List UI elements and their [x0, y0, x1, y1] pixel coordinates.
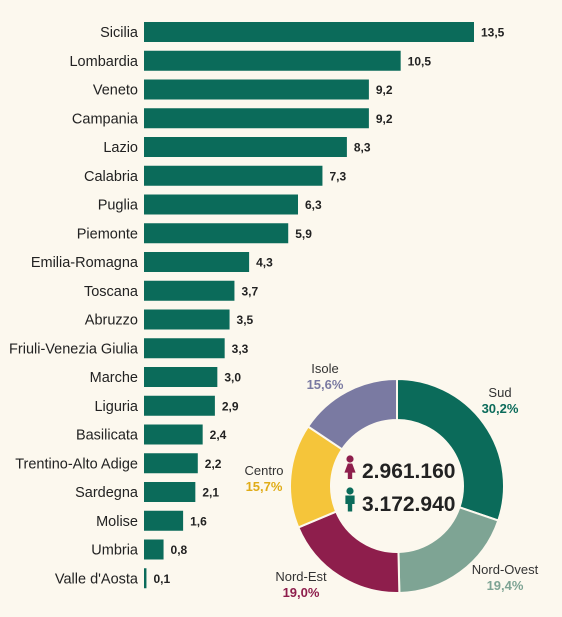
bar: [144, 252, 250, 272]
value-label: 7,3: [329, 169, 346, 183]
bar: [144, 79, 369, 100]
donut-center: 2.961.160 3.172.940: [344, 455, 455, 516]
slice-pct-label: 30,2%: [482, 401, 519, 416]
bar: [144, 194, 298, 215]
bar-chart: Sicilia 13,5 Lombardia 10,5 Veneto 9,2 Campani…: [9, 22, 505, 589]
slice-name-label: Nord-Ovest: [472, 562, 539, 577]
category-label: Sardegna: [75, 485, 139, 501]
category-label: Umbria: [91, 543, 139, 559]
category-label: Lombardia: [69, 54, 138, 70]
slice-pct-label: 19,4%: [487, 578, 524, 593]
bar: [144, 50, 401, 71]
bar: [144, 280, 235, 301]
category-label: Abruzzo: [85, 313, 138, 329]
bar: [144, 482, 196, 502]
bar: [144, 165, 323, 186]
donut-hole: [331, 420, 463, 552]
bar: [144, 137, 347, 157]
slice-name-label: Sud: [488, 385, 511, 400]
bar: [144, 539, 164, 560]
male-total: 3.172.940: [362, 493, 455, 516]
value-label: 9,2: [376, 112, 393, 126]
value-label: 2,4: [210, 428, 227, 442]
slice-name-label: Centro: [244, 463, 283, 478]
value-label: 0,1: [153, 572, 170, 586]
category-label: Calabria: [84, 169, 139, 185]
category-label: Sicilia: [100, 25, 139, 41]
category-label: Molise: [96, 514, 138, 530]
value-label: 8,3: [354, 141, 371, 155]
bar: [144, 223, 289, 244]
slice-pct-label: 15,6%: [307, 377, 344, 392]
value-label: 3,0: [224, 371, 241, 385]
category-label: Valle d'Aosta: [55, 571, 139, 587]
value-label: 6,3: [305, 198, 322, 212]
value-label: 0,8: [171, 543, 188, 557]
value-label: 2,9: [222, 399, 239, 413]
bar: [144, 453, 198, 474]
female-total: 2.961.160: [362, 460, 455, 483]
slice-name-label: Nord-Est: [275, 569, 327, 584]
donut-chart: [289, 377, 505, 594]
bar: [144, 338, 225, 359]
value-label: 4,3: [256, 256, 273, 270]
slice-pct-label: 19,0%: [283, 585, 320, 600]
slice-name-label: Isole: [311, 361, 338, 376]
value-label: 5,9: [295, 227, 312, 241]
category-label: Campania: [72, 111, 139, 127]
value-label: 3,3: [232, 342, 249, 356]
category-label: Toscana: [84, 284, 139, 300]
value-label: 10,5: [408, 54, 432, 68]
category-label: Marche: [90, 370, 138, 386]
male-icon: [345, 487, 355, 512]
category-label: Emilia-Romagna: [31, 255, 139, 271]
bar: [144, 22, 474, 42]
bar: [144, 395, 215, 416]
category-label: Friuli-Venezia Giulia: [9, 341, 139, 357]
category-label: Veneto: [93, 83, 138, 99]
bar: [144, 510, 184, 531]
category-label: Puglia: [98, 198, 139, 214]
value-label: 9,2: [376, 83, 393, 97]
bar: [144, 568, 147, 589]
category-label: Lazio: [103, 140, 138, 156]
value-label: 2,2: [205, 457, 222, 471]
value-label: 13,5: [481, 26, 505, 40]
bar: [144, 367, 218, 387]
value-label: 3,7: [241, 284, 258, 298]
category-label: Liguria: [94, 399, 138, 415]
bar: [144, 424, 203, 445]
value-label: 1,6: [190, 514, 207, 528]
value-label: 2,1: [202, 486, 219, 500]
bar: [144, 309, 230, 330]
female-icon: [344, 455, 356, 479]
category-label: Piemonte: [77, 226, 138, 242]
category-label: Basilicata: [76, 428, 139, 444]
category-label: Trentino-Alto Adige: [15, 456, 138, 472]
value-label: 3,5: [237, 313, 254, 327]
bar: [144, 108, 369, 129]
slice-pct-label: 15,7%: [246, 479, 283, 494]
